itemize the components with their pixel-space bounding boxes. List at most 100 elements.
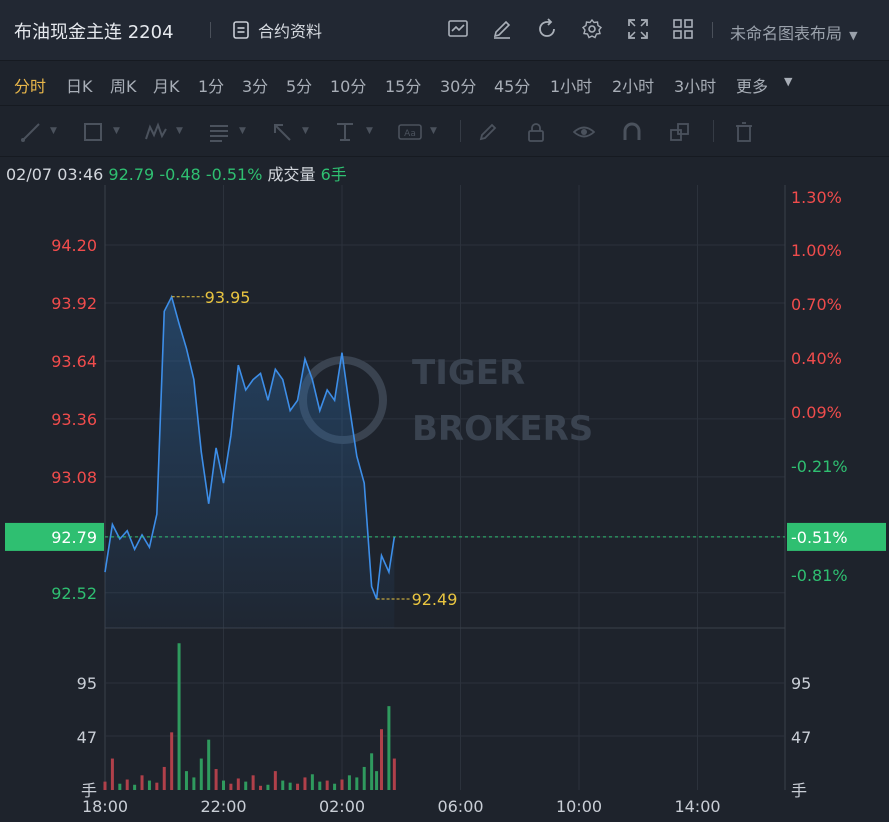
- volume-bar: [125, 779, 129, 790]
- volume-tick-left: 95: [77, 674, 97, 693]
- period-tab-10[interactable]: 45分: [494, 77, 531, 96]
- time-tick: 22:00: [200, 797, 246, 816]
- price-tick-left: 93.08: [51, 468, 97, 487]
- measure-tool-icon[interactable]: [334, 121, 356, 143]
- chevron-down-icon: ▼: [849, 29, 858, 42]
- quote-change-pct: -0.51%: [205, 165, 263, 184]
- time-tick: 02:00: [319, 797, 365, 816]
- volume-bar: [266, 784, 270, 790]
- chevron-down-icon[interactable]: ▼: [239, 126, 246, 136]
- chevron-down-icon[interactable]: ▼: [366, 126, 373, 136]
- price-tick-left: 93.92: [51, 294, 97, 313]
- volume-value: 6手: [320, 165, 347, 184]
- pct-tick-right: 1.30%: [791, 188, 842, 207]
- volume-bar: [310, 774, 314, 790]
- period-tab-2[interactable]: 周K: [110, 77, 137, 96]
- watermark-line1: TIGER: [412, 353, 525, 393]
- quote-time: 02/07 03:46: [6, 165, 104, 184]
- magnet-icon[interactable]: [621, 121, 643, 143]
- period-tab-6[interactable]: 5分: [286, 77, 313, 96]
- volume-bar: [288, 782, 292, 790]
- chevron-down-icon[interactable]: ▼: [50, 126, 57, 136]
- pct-tick-right: 0.70%: [791, 295, 842, 314]
- volume-tick-right: 95: [791, 674, 811, 693]
- layers-icon[interactable]: [669, 121, 691, 143]
- volume-bar: [192, 777, 196, 790]
- volume-bar: [325, 780, 329, 790]
- arrow-tool-icon[interactable]: [271, 121, 293, 143]
- price-tick-left: 93.36: [51, 410, 97, 429]
- refresh-icon[interactable]: [535, 17, 559, 41]
- volume-bar: [318, 781, 322, 790]
- volume-bar: [333, 783, 337, 790]
- settings-icon[interactable]: [580, 17, 604, 41]
- edit-icon[interactable]: [490, 17, 514, 41]
- text-tool-icon[interactable]: Aa: [397, 121, 423, 143]
- price-tick-left: 94.20: [51, 236, 97, 255]
- period-tab-7[interactable]: 10分: [330, 77, 367, 96]
- fullscreen-icon[interactable]: [626, 17, 650, 41]
- volume-bar: [140, 775, 144, 790]
- volume-tick-left: 47: [77, 728, 97, 747]
- layout-name-label: 未命名图表布局: [730, 24, 843, 43]
- pen-icon[interactable]: [477, 121, 499, 143]
- pct-tick-right: 0.40%: [791, 349, 842, 368]
- contract-info-button[interactable]: 合约资料: [232, 18, 322, 42]
- high-marker-label: 93.95: [205, 288, 251, 307]
- period-tab-3[interactable]: 月K: [153, 77, 180, 96]
- fib-tool-icon[interactable]: [208, 121, 230, 143]
- volume-bar: [281, 780, 285, 790]
- period-tab-8[interactable]: 15分: [385, 77, 422, 96]
- contract-info-label: 合约资料: [258, 22, 323, 41]
- pct-tick-right: 0.09%: [791, 403, 842, 422]
- pct-tick-right: 1.00%: [791, 241, 842, 260]
- period-tab-12[interactable]: 2小时: [612, 77, 655, 96]
- chevron-down-icon[interactable]: ▼: [176, 126, 183, 136]
- period-tab-13[interactable]: 3小时: [674, 77, 717, 96]
- volume-bar: [296, 783, 300, 790]
- price-tick-left: 92.52: [51, 584, 97, 603]
- volume-bar: [380, 729, 383, 790]
- line-tool-icon[interactable]: [20, 121, 42, 143]
- low-marker-label: 92.49: [412, 590, 458, 609]
- volume-bar: [170, 732, 174, 790]
- contract-doc-icon: [233, 21, 249, 39]
- period-tab-1[interactable]: 日K: [66, 77, 93, 96]
- period-tab-5[interactable]: 3分: [242, 77, 269, 96]
- instrument-title[interactable]: 布油现金主连 2204: [14, 22, 174, 43]
- volume-bar: [362, 766, 366, 790]
- period-tab-4[interactable]: 1分: [198, 77, 225, 96]
- volume-bar: [355, 777, 359, 790]
- price-line: [104, 294, 396, 600]
- period-tab-11[interactable]: 1小时: [550, 77, 593, 96]
- tiger-logo-icon: [299, 356, 387, 444]
- pattern-tool-icon[interactable]: [145, 121, 167, 143]
- volume-bar: [207, 739, 211, 790]
- price-area: [105, 296, 395, 628]
- volume-bar: [214, 769, 218, 790]
- chevron-down-icon[interactable]: ▼: [113, 126, 120, 136]
- volume-bar: [273, 771, 277, 790]
- volume-bar: [162, 766, 166, 790]
- chevron-down-icon[interactable]: ▼: [430, 126, 437, 136]
- time-tick: 18:00: [82, 797, 128, 816]
- trash-icon[interactable]: [733, 121, 755, 143]
- svg-text:Aa: Aa: [404, 129, 416, 139]
- period-tab-9[interactable]: 30分: [440, 77, 477, 96]
- period-tab-14[interactable]: 更多: [736, 77, 769, 96]
- chevron-down-icon[interactable]: ▼: [784, 75, 793, 88]
- grid-layout-icon[interactable]: [671, 17, 695, 41]
- layout-selector[interactable]: 未命名图表布局 ▼: [730, 20, 858, 44]
- volume-bar: [155, 782, 159, 790]
- period-tab-0[interactable]: 分时: [14, 77, 47, 96]
- divider: [712, 22, 713, 38]
- indicator-icon[interactable]: [446, 17, 470, 41]
- volume-bar: [118, 783, 122, 790]
- eye-icon[interactable]: [573, 121, 595, 143]
- volume-bar: [392, 758, 396, 790]
- rectangle-tool-icon[interactable]: [82, 121, 104, 143]
- top-toolbar: 布油现金主连 2204 合约资料: [0, 0, 889, 61]
- price-tick-left: 93.64: [51, 352, 97, 371]
- lock-icon[interactable]: [525, 121, 547, 143]
- chevron-down-icon[interactable]: ▼: [302, 126, 309, 136]
